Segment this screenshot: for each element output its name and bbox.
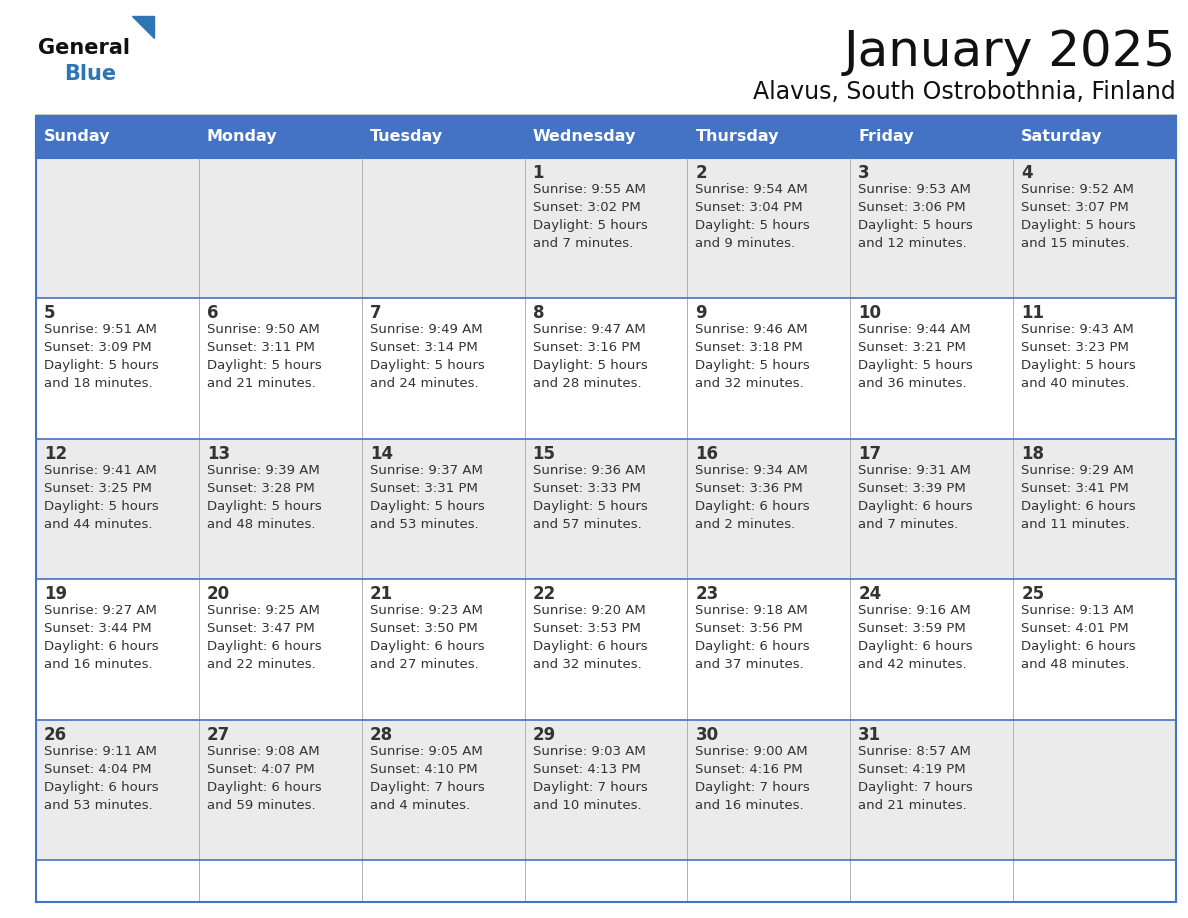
- Bar: [36, 579, 1176, 720]
- Text: Friday: Friday: [858, 129, 914, 144]
- Text: Sunrise: 9:52 AM
Sunset: 3:07 PM
Daylight: 5 hours
and 15 minutes.: Sunrise: 9:52 AM Sunset: 3:07 PM Dayligh…: [1022, 183, 1136, 250]
- Text: Sunrise: 9:18 AM
Sunset: 3:56 PM
Daylight: 6 hours
and 37 minutes.: Sunrise: 9:18 AM Sunset: 3:56 PM Dayligh…: [695, 604, 810, 671]
- Text: 1: 1: [532, 164, 544, 182]
- Text: Sunrise: 9:54 AM
Sunset: 3:04 PM
Daylight: 5 hours
and 9 minutes.: Sunrise: 9:54 AM Sunset: 3:04 PM Dayligh…: [695, 183, 810, 250]
- Text: 31: 31: [858, 725, 881, 744]
- Bar: [688, 116, 851, 158]
- Bar: [851, 116, 1013, 158]
- Text: 24: 24: [858, 585, 881, 603]
- Bar: [36, 439, 1176, 579]
- Text: Blue: Blue: [64, 64, 116, 84]
- Text: 2: 2: [695, 164, 707, 182]
- Text: 20: 20: [207, 585, 230, 603]
- Text: Sunrise: 9:08 AM
Sunset: 4:07 PM
Daylight: 6 hours
and 59 minutes.: Sunrise: 9:08 AM Sunset: 4:07 PM Dayligh…: [207, 744, 322, 812]
- Text: Sunrise: 9:23 AM
Sunset: 3:50 PM
Daylight: 6 hours
and 27 minutes.: Sunrise: 9:23 AM Sunset: 3:50 PM Dayligh…: [369, 604, 485, 671]
- Text: 26: 26: [44, 725, 68, 744]
- Text: Sunrise: 9:53 AM
Sunset: 3:06 PM
Daylight: 5 hours
and 12 minutes.: Sunrise: 9:53 AM Sunset: 3:06 PM Dayligh…: [858, 183, 973, 250]
- Text: 13: 13: [207, 445, 230, 463]
- Bar: [36, 158, 1176, 298]
- Polygon shape: [132, 16, 154, 38]
- Text: Sunrise: 9:36 AM
Sunset: 3:33 PM
Daylight: 5 hours
and 57 minutes.: Sunrise: 9:36 AM Sunset: 3:33 PM Dayligh…: [532, 464, 647, 531]
- Text: 15: 15: [532, 445, 556, 463]
- Bar: [525, 116, 688, 158]
- Text: 22: 22: [532, 585, 556, 603]
- Text: 19: 19: [44, 585, 68, 603]
- Text: 6: 6: [207, 305, 219, 322]
- Text: 7: 7: [369, 305, 381, 322]
- Text: 17: 17: [858, 445, 881, 463]
- Bar: [1013, 116, 1176, 158]
- Text: 28: 28: [369, 725, 393, 744]
- Text: Sunrise: 9:44 AM
Sunset: 3:21 PM
Daylight: 5 hours
and 36 minutes.: Sunrise: 9:44 AM Sunset: 3:21 PM Dayligh…: [858, 323, 973, 390]
- Text: Alavus, South Ostrobothnia, Finland: Alavus, South Ostrobothnia, Finland: [753, 80, 1176, 104]
- Text: Sunrise: 9:47 AM
Sunset: 3:16 PM
Daylight: 5 hours
and 28 minutes.: Sunrise: 9:47 AM Sunset: 3:16 PM Dayligh…: [532, 323, 647, 390]
- Text: Saturday: Saturday: [1022, 129, 1102, 144]
- Bar: [361, 116, 525, 158]
- Text: 10: 10: [858, 305, 881, 322]
- Text: Sunrise: 9:41 AM
Sunset: 3:25 PM
Daylight: 5 hours
and 44 minutes.: Sunrise: 9:41 AM Sunset: 3:25 PM Dayligh…: [44, 464, 159, 531]
- Bar: [36, 116, 1176, 158]
- Text: Sunrise: 9:43 AM
Sunset: 3:23 PM
Daylight: 5 hours
and 40 minutes.: Sunrise: 9:43 AM Sunset: 3:23 PM Dayligh…: [1022, 323, 1136, 390]
- Text: 27: 27: [207, 725, 230, 744]
- Text: Wednesday: Wednesday: [532, 129, 636, 144]
- Text: Sunrise: 9:46 AM
Sunset: 3:18 PM
Daylight: 5 hours
and 32 minutes.: Sunrise: 9:46 AM Sunset: 3:18 PM Dayligh…: [695, 323, 810, 390]
- Text: Tuesday: Tuesday: [369, 129, 443, 144]
- Text: 30: 30: [695, 725, 719, 744]
- Text: Sunrise: 9:37 AM
Sunset: 3:31 PM
Daylight: 5 hours
and 53 minutes.: Sunrise: 9:37 AM Sunset: 3:31 PM Dayligh…: [369, 464, 485, 531]
- Text: Sunrise: 9:51 AM
Sunset: 3:09 PM
Daylight: 5 hours
and 18 minutes.: Sunrise: 9:51 AM Sunset: 3:09 PM Dayligh…: [44, 323, 159, 390]
- Text: 25: 25: [1022, 585, 1044, 603]
- Text: Sunday: Sunday: [44, 129, 110, 144]
- Text: Sunrise: 9:25 AM
Sunset: 3:47 PM
Daylight: 6 hours
and 22 minutes.: Sunrise: 9:25 AM Sunset: 3:47 PM Dayligh…: [207, 604, 322, 671]
- Text: 4: 4: [1022, 164, 1032, 182]
- Bar: [36, 298, 1176, 439]
- Text: 16: 16: [695, 445, 719, 463]
- Text: Sunrise: 9:20 AM
Sunset: 3:53 PM
Daylight: 6 hours
and 32 minutes.: Sunrise: 9:20 AM Sunset: 3:53 PM Dayligh…: [532, 604, 647, 671]
- Text: Sunrise: 9:55 AM
Sunset: 3:02 PM
Daylight: 5 hours
and 7 minutes.: Sunrise: 9:55 AM Sunset: 3:02 PM Dayligh…: [532, 183, 647, 250]
- Text: 3: 3: [858, 164, 870, 182]
- Text: Sunrise: 8:57 AM
Sunset: 4:19 PM
Daylight: 7 hours
and 21 minutes.: Sunrise: 8:57 AM Sunset: 4:19 PM Dayligh…: [858, 744, 973, 812]
- Text: 5: 5: [44, 305, 56, 322]
- Text: 18: 18: [1022, 445, 1044, 463]
- Text: Sunrise: 9:39 AM
Sunset: 3:28 PM
Daylight: 5 hours
and 48 minutes.: Sunrise: 9:39 AM Sunset: 3:28 PM Dayligh…: [207, 464, 322, 531]
- Text: General: General: [38, 38, 129, 58]
- Text: Monday: Monday: [207, 129, 278, 144]
- Text: Sunrise: 9:13 AM
Sunset: 4:01 PM
Daylight: 6 hours
and 48 minutes.: Sunrise: 9:13 AM Sunset: 4:01 PM Dayligh…: [1022, 604, 1136, 671]
- Text: Thursday: Thursday: [695, 129, 779, 144]
- Text: 29: 29: [532, 725, 556, 744]
- Text: Sunrise: 9:00 AM
Sunset: 4:16 PM
Daylight: 7 hours
and 16 minutes.: Sunrise: 9:00 AM Sunset: 4:16 PM Dayligh…: [695, 744, 810, 812]
- Text: Sunrise: 9:11 AM
Sunset: 4:04 PM
Daylight: 6 hours
and 53 minutes.: Sunrise: 9:11 AM Sunset: 4:04 PM Dayligh…: [44, 744, 159, 812]
- Text: Sunrise: 9:27 AM
Sunset: 3:44 PM
Daylight: 6 hours
and 16 minutes.: Sunrise: 9:27 AM Sunset: 3:44 PM Dayligh…: [44, 604, 159, 671]
- Text: 8: 8: [532, 305, 544, 322]
- Text: Sunrise: 9:34 AM
Sunset: 3:36 PM
Daylight: 6 hours
and 2 minutes.: Sunrise: 9:34 AM Sunset: 3:36 PM Dayligh…: [695, 464, 810, 531]
- Text: 12: 12: [44, 445, 68, 463]
- Text: Sunrise: 9:50 AM
Sunset: 3:11 PM
Daylight: 5 hours
and 21 minutes.: Sunrise: 9:50 AM Sunset: 3:11 PM Dayligh…: [207, 323, 322, 390]
- Text: January 2025: January 2025: [843, 28, 1176, 76]
- Text: Sunrise: 9:03 AM
Sunset: 4:13 PM
Daylight: 7 hours
and 10 minutes.: Sunrise: 9:03 AM Sunset: 4:13 PM Dayligh…: [532, 744, 647, 812]
- Bar: [36, 720, 1176, 860]
- Text: Sunrise: 9:29 AM
Sunset: 3:41 PM
Daylight: 6 hours
and 11 minutes.: Sunrise: 9:29 AM Sunset: 3:41 PM Dayligh…: [1022, 464, 1136, 531]
- Text: Sunrise: 9:31 AM
Sunset: 3:39 PM
Daylight: 6 hours
and 7 minutes.: Sunrise: 9:31 AM Sunset: 3:39 PM Dayligh…: [858, 464, 973, 531]
- Text: 14: 14: [369, 445, 393, 463]
- Bar: [36, 116, 198, 158]
- Text: Sunrise: 9:49 AM
Sunset: 3:14 PM
Daylight: 5 hours
and 24 minutes.: Sunrise: 9:49 AM Sunset: 3:14 PM Dayligh…: [369, 323, 485, 390]
- Bar: [198, 116, 361, 158]
- Text: 21: 21: [369, 585, 393, 603]
- Text: 11: 11: [1022, 305, 1044, 322]
- Text: 23: 23: [695, 585, 719, 603]
- Text: Sunrise: 9:16 AM
Sunset: 3:59 PM
Daylight: 6 hours
and 42 minutes.: Sunrise: 9:16 AM Sunset: 3:59 PM Dayligh…: [858, 604, 973, 671]
- Text: 9: 9: [695, 305, 707, 322]
- Text: Sunrise: 9:05 AM
Sunset: 4:10 PM
Daylight: 7 hours
and 4 minutes.: Sunrise: 9:05 AM Sunset: 4:10 PM Dayligh…: [369, 744, 485, 812]
